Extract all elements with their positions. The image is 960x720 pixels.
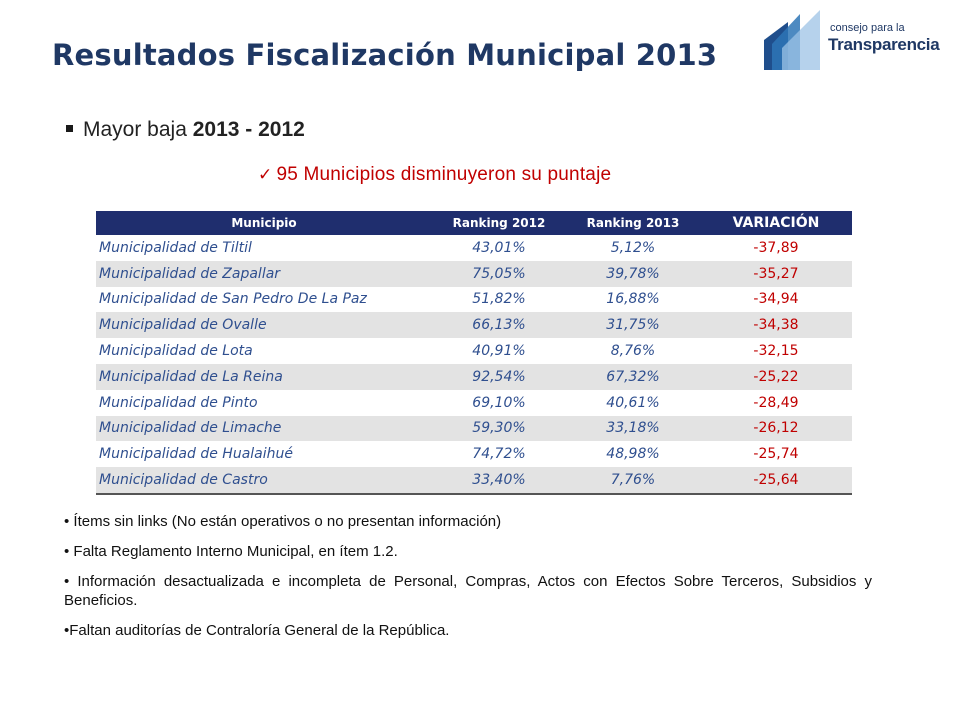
table-row: Municipalidad de Ovalle 66,13% 31,75% -34,3… [96, 312, 852, 339]
table-header-row: Municipio Ranking 2012 Ranking 2013 VARI… [96, 211, 852, 235]
cell-municipio: Municipalidad de Lota [96, 338, 432, 364]
square-bullet-icon [66, 124, 73, 132]
cell-municipio: Municipalidad de Zapallar [96, 260, 432, 287]
notes-list: • Ítems sin links (No están operativos o… [64, 512, 872, 651]
cell-ranking-2012: 74,72% [432, 441, 566, 468]
table-row: Municipalidad de Tiltil 43,01% 5,12% -37,89 [96, 235, 852, 261]
cell-municipio: Municipalidad de Ovalle [96, 312, 432, 339]
table-row: Municipalidad de Limache 59,30% 33,18% -26,… [96, 415, 852, 442]
table-row: Municipalidad de Hualaihué 74,72% 48,98% -2… [96, 441, 852, 468]
cell-ranking-2013: 39,78% [566, 260, 700, 287]
cell-ranking-2012: 59,30% [432, 415, 566, 442]
cell-ranking-2013: 40,61% [566, 389, 700, 416]
cell-variacion: -26,12 [700, 415, 852, 442]
logo: consejo para la Transparencia [762, 8, 952, 70]
cell-municipio: Municipalidad de Hualaihué [96, 441, 432, 468]
page-title: Resultados Fiscalización Municipal 2013 [52, 38, 718, 72]
summary-line: ✓ 95 Municipios disminuyeron su puntaje [258, 164, 611, 186]
cell-ranking-2012: 75,05% [432, 260, 566, 287]
cell-municipio: Municipalidad de Tiltil [96, 235, 432, 261]
cell-ranking-2012: 69,10% [432, 389, 566, 416]
section-heading-years: 2013 - 2012 [192, 118, 305, 141]
summary-text: 95 Municipios disminuyeron su puntaje [276, 164, 612, 185]
cell-ranking-2012: 43,01% [432, 235, 566, 261]
cell-municipio: Municipalidad de Pinto [96, 389, 432, 416]
cell-ranking-2013: 7,76% [566, 467, 700, 494]
header-municipio: Municipio [96, 211, 432, 235]
cell-variacion: -32,15 [700, 338, 852, 364]
cell-ranking-2012: 40,91% [432, 338, 566, 364]
cell-municipio: Municipalidad de Castro [96, 467, 432, 494]
table-row: Municipalidad de Lota 40,91% 8,76% -32,15 [96, 338, 852, 364]
cell-variacion: -25,74 [700, 441, 852, 468]
note-item: •Faltan auditorías de Contraloría Genera… [64, 622, 450, 639]
cell-ranking-2013: 33,18% [566, 415, 700, 442]
note-item: • Falta Reglamento Interno Municipal, en… [64, 543, 398, 560]
cell-ranking-2013: 16,88% [566, 286, 700, 313]
header-variacion: VARIACIÓN [700, 211, 852, 235]
cell-municipio: Municipalidad de Limache [96, 415, 432, 442]
cell-ranking-2012: 92,54% [432, 363, 566, 390]
cell-variacion: -28,49 [700, 389, 852, 416]
logo-text-large: Transparencia [828, 35, 940, 54]
cell-municipio: Municipalidad de La Reina [96, 363, 432, 390]
header-ranking-2013: Ranking 2013 [566, 211, 700, 235]
cell-ranking-2012: 66,13% [432, 312, 566, 339]
cell-ranking-2013: 8,76% [566, 338, 700, 364]
note-item: • Ítems sin links (No están operativos o… [64, 513, 502, 530]
cell-ranking-2013: 67,32% [566, 363, 700, 390]
cell-variacion: -35,27 [700, 260, 852, 287]
cell-variacion: -37,89 [700, 235, 852, 261]
cell-variacion: -25,22 [700, 363, 852, 390]
checkmark-icon: ✓ [258, 165, 273, 185]
cell-ranking-2012: 51,82% [432, 286, 566, 313]
cell-variacion: -34,38 [700, 312, 852, 339]
cell-municipio: Municipalidad de San Pedro De La Paz [96, 286, 432, 313]
cell-ranking-2012: 33,40% [432, 467, 566, 494]
ranking-table: Municipio Ranking 2012 Ranking 2013 VARI… [96, 211, 852, 495]
table-row: Municipalidad de Zapallar 75,05% 39,78% -35… [96, 260, 852, 287]
note-item: • Información desactualizada e incomplet… [64, 573, 872, 609]
table-row: Municipalidad de La Reina 92,54% 67,32% -25… [96, 363, 852, 390]
section-heading: Mayor baja 2013 - 2012 [66, 118, 305, 142]
cell-variacion: -34,94 [700, 286, 852, 313]
cell-variacion: -25,64 [700, 467, 852, 494]
table-row: Municipalidad de San Pedro De La Paz 51,8… [96, 286, 852, 313]
section-heading-prefix: Mayor baja [83, 118, 193, 141]
cell-ranking-2013: 5,12% [566, 235, 700, 261]
header-ranking-2012: Ranking 2012 [432, 211, 566, 235]
logo-mark-icon [764, 10, 820, 70]
cell-ranking-2013: 31,75% [566, 312, 700, 339]
table-row: Municipalidad de Castro 33,40% 7,76% -25,64 [96, 467, 852, 494]
logo-text-small: consejo para la [830, 22, 905, 34]
table-row: Municipalidad de Pinto 69,10% 40,61% -28,49 [96, 389, 852, 416]
cell-ranking-2013: 48,98% [566, 441, 700, 468]
